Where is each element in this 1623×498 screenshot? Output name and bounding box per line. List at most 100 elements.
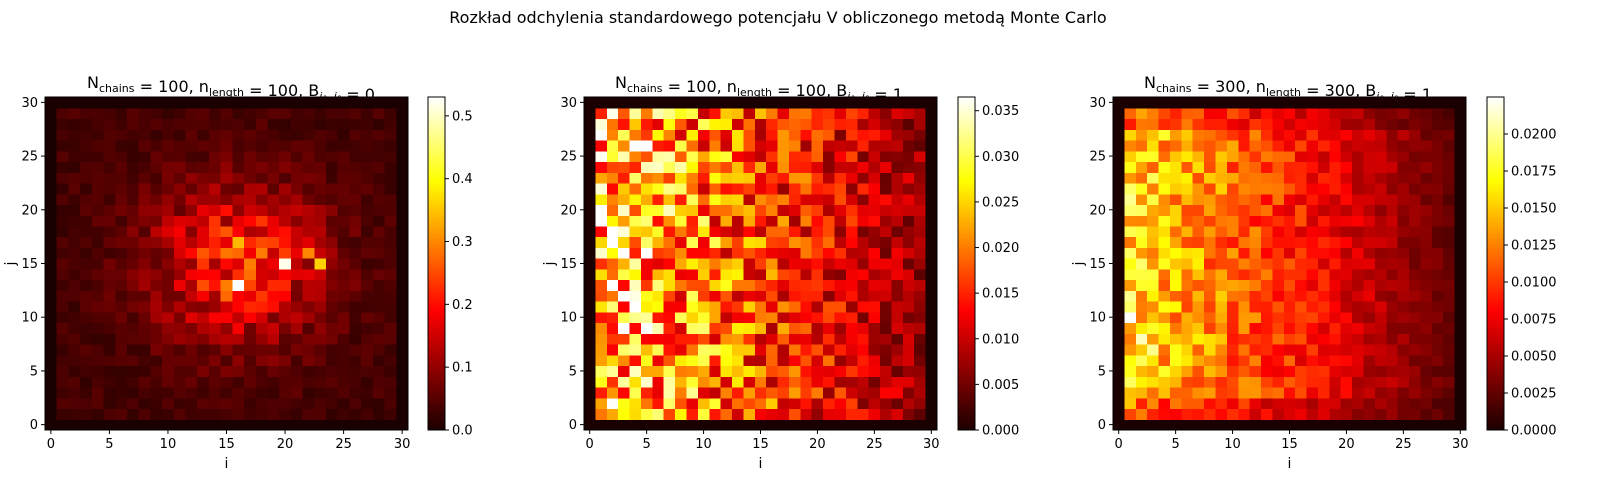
heatmap-cell (1283, 236, 1296, 248)
heatmap-cell (1409, 419, 1422, 431)
heatmap-cell (1363, 279, 1376, 291)
heatmap-cell (302, 236, 315, 248)
heatmap-cell (857, 290, 870, 302)
heatmap-cell (675, 215, 688, 227)
heatmap-cell (349, 397, 362, 410)
heatmap-cell (255, 161, 269, 173)
heatmap-cell (1181, 172, 1194, 184)
heatmap-cell (396, 279, 409, 291)
colorbar-gradient-step (1487, 230, 1504, 234)
heatmap-cell (173, 322, 187, 334)
heatmap-cell (361, 150, 374, 163)
heatmap-cell (1386, 419, 1399, 431)
heatmap-cell (349, 215, 362, 227)
colorbar-tick-label: 0.0025 (1511, 387, 1557, 402)
heatmap-cell (1261, 268, 1274, 281)
heatmap-cell (1454, 118, 1467, 130)
colorbar-gradient-step (428, 302, 445, 306)
heatmap-cell (618, 129, 631, 141)
heatmap-cell (337, 387, 351, 399)
heatmap-cell (68, 225, 81, 238)
heatmap-cell (880, 193, 893, 206)
heatmap-cell (185, 97, 198, 109)
heatmap-cell (1374, 236, 1387, 248)
heatmap-cell (1283, 97, 1296, 109)
heatmap-cell (584, 150, 596, 163)
heatmap-cell (663, 397, 676, 410)
heatmap-cell (880, 118, 893, 130)
heatmap-cell (880, 290, 893, 302)
heatmap-cell (244, 129, 257, 141)
heatmap-cell (914, 419, 927, 431)
heatmap-cell (91, 107, 105, 120)
heatmap-cell (675, 354, 688, 367)
heatmap-cell (56, 129, 70, 141)
heatmap-cell (777, 365, 790, 377)
heatmap-cell (675, 118, 688, 130)
heatmap-cell (1135, 215, 1148, 227)
heatmap-cell (1317, 322, 1330, 334)
heatmap-cell (868, 129, 881, 141)
heatmap-cell (1261, 387, 1274, 399)
heatmap-cell (834, 268, 847, 281)
heatmap-cell (45, 118, 58, 130)
heatmap-cell (1317, 215, 1330, 227)
heatmap-cell (302, 365, 315, 377)
colorbar-gradient-step (428, 166, 445, 170)
heatmap-cell (150, 129, 163, 141)
heatmap-cell (1352, 419, 1365, 431)
heatmap-cell (845, 397, 858, 410)
heatmap-cell (396, 322, 409, 334)
heatmap-cell (1135, 322, 1148, 334)
colorbar-gradient-step (958, 413, 975, 417)
heatmap-cell (743, 365, 756, 377)
heatmap-cell (800, 290, 813, 302)
heatmap-cell (267, 107, 280, 120)
heatmap-cell (1261, 354, 1274, 367)
heatmap-cell (914, 247, 927, 259)
heatmap-cell (1340, 161, 1353, 173)
heatmap-cell (314, 354, 327, 367)
heatmap-cell (1454, 387, 1467, 399)
y-tick-label: 5 (569, 364, 577, 379)
heatmap-cell (766, 247, 779, 259)
heatmap-cell (1431, 129, 1444, 141)
heatmap-cell (80, 333, 93, 345)
heatmap-cell (1226, 322, 1239, 334)
colorbar-gradient-step (958, 171, 975, 176)
heatmap-cell (80, 258, 93, 270)
heatmap-cell (663, 107, 676, 120)
heatmap-cell (1420, 344, 1433, 356)
heatmap-cell (652, 333, 665, 345)
heatmap-cell (675, 97, 688, 109)
heatmap-cell (290, 139, 304, 152)
heatmap-cell (663, 236, 676, 248)
heatmap-cell (1340, 182, 1353, 195)
heatmap-cell (868, 247, 881, 259)
colorbar-gradient-step (428, 305, 445, 309)
heatmap-cell (1226, 290, 1239, 302)
heatmap-cell (891, 236, 904, 248)
colorbar-gradient-step (428, 418, 445, 423)
heatmap-cell (302, 129, 315, 141)
heatmap-cell (686, 247, 699, 259)
heatmap-cell (208, 129, 222, 141)
heatmap-cell (1283, 290, 1296, 302)
heatmap-cell (290, 365, 304, 377)
heatmap-cell (396, 344, 409, 356)
colorbar-gradient-step (1487, 158, 1504, 162)
colorbar-gradient-step (1487, 391, 1504, 395)
heatmap-cell (68, 408, 81, 420)
heatmap-cell (45, 322, 58, 334)
heatmap-cell (220, 279, 233, 291)
heatmap-cell (1135, 365, 1148, 377)
heatmap-cell (1204, 354, 1217, 367)
heatmap-cell (584, 225, 596, 238)
heatmap-cell (337, 215, 351, 227)
colorbar-gradient-step (428, 183, 445, 187)
heatmap-cell (1238, 129, 1251, 141)
heatmap-cell (1113, 311, 1125, 324)
heatmap-cell (732, 225, 745, 238)
heatmap-cell (1283, 365, 1296, 377)
heatmap-cell (640, 193, 653, 206)
